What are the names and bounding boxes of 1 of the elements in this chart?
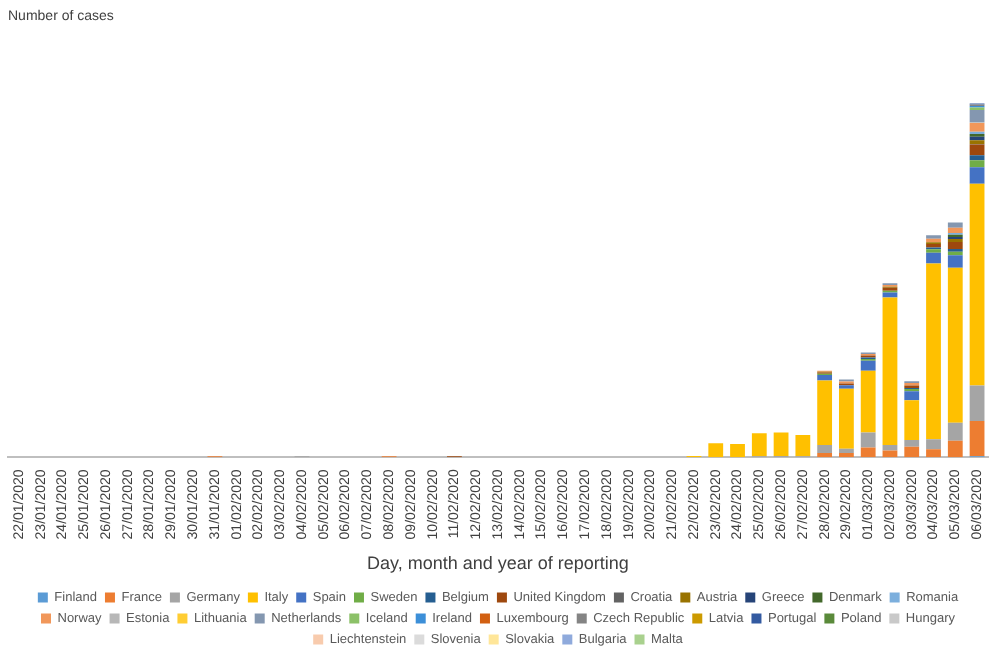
x-axis-title: Day, month and year of reporting — [367, 553, 629, 574]
